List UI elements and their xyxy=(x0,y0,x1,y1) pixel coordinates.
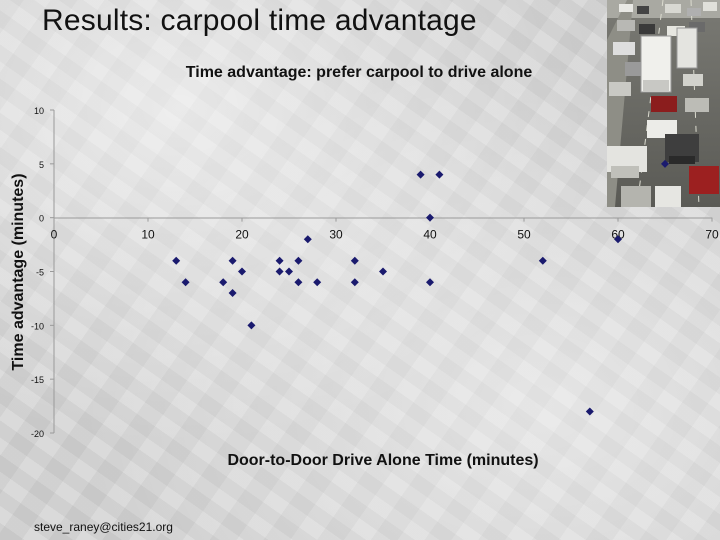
data-point xyxy=(426,213,434,222)
data-point xyxy=(538,256,547,265)
data-point xyxy=(228,256,237,265)
data-point xyxy=(247,321,256,330)
data-point xyxy=(219,278,228,287)
data-point xyxy=(379,267,387,276)
data-point xyxy=(172,256,181,265)
data-point xyxy=(294,278,303,287)
data-point xyxy=(303,235,312,244)
y-tick-label: -20 xyxy=(31,429,44,439)
y-tick-label: 10 xyxy=(34,106,44,116)
y-tick-label: -5 xyxy=(36,268,44,278)
data-point xyxy=(275,267,284,276)
data-point xyxy=(285,267,293,276)
chart-title: Time advantage: prefer carpool to drive … xyxy=(186,64,533,81)
data-point xyxy=(228,289,237,298)
x-axis-ticks: 0 10 20 30 40 50 60 70 xyxy=(51,217,719,242)
x-tick-label: 50 xyxy=(517,228,531,242)
data-point xyxy=(614,235,622,244)
y-axis-label: Time advantage (minutes) xyxy=(10,173,27,370)
data-point xyxy=(313,278,322,287)
x-tick-label: 70 xyxy=(705,228,719,242)
data-point xyxy=(294,256,303,265)
x-axis-label: Door-to-Door Drive Alone Time (minutes) xyxy=(227,452,538,469)
data-point xyxy=(238,267,246,276)
slide-title: Results: carpool time advantage xyxy=(42,4,477,37)
y-tick-label: 5 xyxy=(39,160,44,170)
y-tick-label: -10 xyxy=(31,321,44,331)
data-point xyxy=(435,170,444,179)
x-tick-label: 10 xyxy=(141,228,155,242)
data-point xyxy=(585,407,594,416)
x-tick-label: 40 xyxy=(423,228,437,242)
data-point xyxy=(181,278,190,287)
y-tick-label: 0 xyxy=(39,214,44,224)
x-tick-label: 60 xyxy=(611,228,625,242)
x-tick-label: 20 xyxy=(235,228,249,242)
data-point xyxy=(350,278,359,287)
data-point xyxy=(416,170,425,179)
y-axis-ticks: 10 5 0 -5 -10 -15 -20 xyxy=(31,106,54,439)
data-point xyxy=(426,278,434,287)
footer-credit: steve_raney@cities21.org xyxy=(34,520,173,534)
x-tick-label: 0 xyxy=(51,228,58,242)
x-tick-label: 30 xyxy=(329,228,343,242)
data-point xyxy=(350,256,359,265)
traffic-photo xyxy=(607,0,720,207)
data-point xyxy=(275,256,284,265)
data-points xyxy=(172,159,669,416)
data-point xyxy=(661,159,669,168)
y-tick-label: -15 xyxy=(31,375,44,385)
